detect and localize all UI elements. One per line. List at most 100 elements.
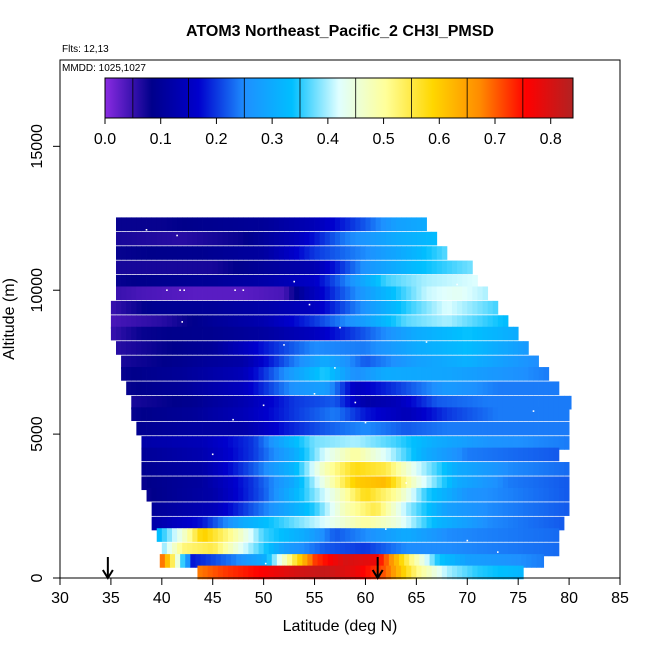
x-tick-label: 45 [204,590,222,607]
heatmap-cell [187,407,193,421]
heatmap-cell [492,395,499,410]
heatmap-cell [161,300,168,315]
heatmap-cell [492,516,499,531]
heatmap-cell [421,407,427,421]
heatmap-cell [360,300,366,315]
heatmap-cell [110,315,117,329]
heatmap-cell [202,326,209,341]
heatmap-cell [523,487,529,502]
heatmap-cell [441,407,448,421]
heatmap-cell [212,286,219,301]
heatmap-cell [314,274,321,289]
heatmap-cell [202,300,209,315]
heatmap-cell [380,487,387,502]
heatmap-cell [146,421,153,436]
heatmap-cell [289,315,295,329]
heatmap-cell [217,326,224,341]
heatmap-cell [182,502,188,516]
heatmap-cell [187,260,193,275]
heatmap-cell [248,231,254,246]
heatmap-cell [436,246,443,260]
heatmap-cell [508,395,514,410]
heatmap-cells [110,217,572,580]
heatmap-cell [329,381,336,396]
heatmap-cell [380,260,387,275]
heatmap-cell [233,231,239,246]
heatmap-cell [404,554,410,568]
heatmap-cell [518,407,524,421]
heatmap-cell [334,407,341,421]
heatmap-cell [273,516,280,531]
heatmap-cell [477,447,483,462]
heatmap-cell [202,260,209,275]
heatmap-cell [467,367,473,381]
heatmap-cell [513,395,519,410]
heatmap-cell [192,462,198,476]
heatmap-cell [177,315,183,329]
heatmap-cell [126,381,132,396]
heatmap-cell [487,326,494,341]
heatmap-cell [543,516,550,531]
heatmap-cell [497,542,504,557]
heatmap-cell [192,341,198,355]
heatmap-cell [324,487,331,502]
heatmap-cell [248,447,254,462]
heatmap-cell [156,286,163,301]
heatmap-cell [329,274,336,289]
heatmap-cell [131,355,137,370]
heatmap-cell [457,367,463,381]
heatmap-cell [502,565,509,580]
heatmap-cell [172,447,178,462]
heatmap-cell [472,565,478,580]
heatmap-cell [222,542,229,557]
heatmap-cell [406,447,412,462]
heatmap-cell [446,367,453,381]
heatmap-cell [472,355,478,370]
colorbar-gradient [105,78,573,118]
heatmap-cell [370,381,377,396]
heatmap-cell [401,300,407,315]
heatmap-cell [360,565,366,580]
heatmap-cell [518,367,524,381]
heatmap-cell [365,436,371,450]
heatmap-cell [370,260,377,275]
heatmap-cell [350,476,356,491]
heatmap-cell [502,395,509,410]
heatmap-cell [222,516,229,531]
heatmap-cell [233,407,239,421]
heatmap-cell [375,260,382,275]
heatmap-cell [233,326,239,341]
heatmap-cell [401,516,407,531]
heatmap-cell [197,355,203,370]
heatmap-cell [452,487,458,502]
heatmap-cell [192,502,198,516]
heatmap-cell [340,487,346,502]
heatmap-cell [319,381,326,396]
heatmap-cell [390,462,397,476]
heatmap-cell [355,528,361,542]
heatmap-cell [472,300,478,315]
heatmap-cell [156,381,163,396]
heatmap-cell [248,326,254,341]
heatmap-cell [411,217,417,232]
heatmap-cell [482,476,489,491]
heatmap-cell [161,217,168,232]
heatmap-cell [324,300,331,315]
heatmap-cell [151,355,158,370]
heatmap-cell [370,542,377,557]
heatmap-cell [294,421,300,436]
heatmap-cell [289,407,295,421]
heatmap-cell [467,395,473,410]
heatmap-cell [482,502,489,516]
heatmap-cell [317,554,324,568]
heatmap-cell [508,421,514,436]
heatmap-cell [436,326,443,341]
heatmap-cell [365,528,371,542]
heatmap-cell [289,395,295,410]
heatmap-cell [207,421,214,436]
heatmap-cell [426,246,433,260]
heatmap-cell [472,476,478,491]
heatmap-cell [375,395,382,410]
heatmap-cell [161,326,168,341]
heatmap-cell [202,528,209,542]
